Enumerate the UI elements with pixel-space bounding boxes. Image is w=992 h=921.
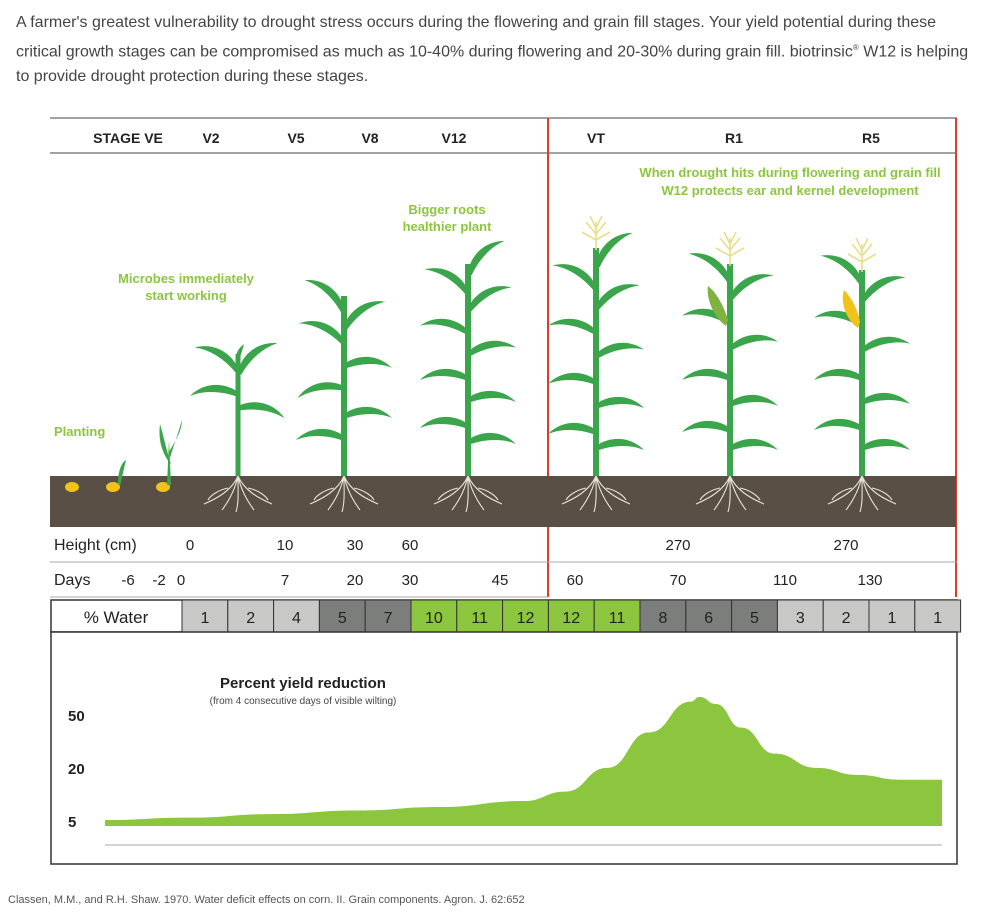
- days-value: 20: [347, 572, 364, 589]
- days-value: 110: [773, 572, 797, 589]
- intro-tail: W12 is helping to provide drought protec…: [16, 43, 969, 86]
- stage-label: V2: [202, 130, 219, 146]
- roots-note-line1: Bigger roots: [408, 202, 485, 217]
- microbes-note-line2: start working: [145, 288, 227, 303]
- water-box: [593, 599, 641, 633]
- stage-labels: STAGE VE V2 V5 V8 V12 VT R1 R5: [93, 130, 880, 146]
- days-value: 60: [567, 572, 584, 589]
- water-box: [914, 599, 962, 633]
- y-tick-label: 20: [68, 761, 85, 778]
- height-value: 60: [402, 537, 419, 554]
- drought-note-line1: When drought hits during flowering and g…: [639, 165, 940, 180]
- r5-plant-icon: [813, 237, 911, 513]
- planting-note: Planting: [54, 424, 105, 439]
- stage-label: STAGE VE: [93, 130, 163, 146]
- stage-label: VT: [587, 130, 605, 146]
- chart-title: Percent yield reduction: [220, 675, 386, 692]
- yield-reduction-area: [105, 696, 942, 826]
- stage-label: R5: [862, 130, 880, 146]
- ve-seedling-icon: [159, 420, 182, 485]
- seed-icon: [65, 482, 79, 492]
- water-box: [685, 599, 733, 633]
- water-label: % Water: [84, 608, 149, 627]
- sprout-icon: [118, 460, 126, 486]
- v2-plant-icon: [190, 334, 287, 513]
- water-box: [181, 599, 229, 633]
- days-value: -2: [152, 572, 165, 589]
- r1-plant-icon: [681, 231, 779, 513]
- days-value: 70: [670, 572, 687, 589]
- height-label: Height (cm): [54, 537, 137, 554]
- water-box: [639, 599, 687, 633]
- height-values: 0 10 30 60 270 270: [186, 537, 859, 554]
- water-value: 12: [517, 610, 535, 627]
- microbes-note-line1: Microbes immediately: [118, 271, 255, 286]
- water-value: 8: [658, 610, 667, 627]
- v12-plant-icon: [419, 233, 517, 513]
- germinating-seed-icon: [106, 482, 120, 492]
- water-value: 1: [200, 610, 209, 627]
- stage-label: V12: [442, 130, 467, 146]
- water-value: 5: [750, 610, 759, 627]
- y-axis-ticks: 50 20 5: [68, 708, 85, 831]
- water-value: 6: [704, 610, 713, 627]
- water-value: 5: [338, 610, 347, 627]
- water-value: 7: [384, 610, 393, 627]
- days-value: 130: [857, 572, 882, 589]
- stage-label: V8: [361, 130, 378, 146]
- days-label: Days: [54, 572, 90, 589]
- soil-band: [50, 476, 956, 527]
- water-box: [410, 599, 458, 633]
- citation-footer: Classen, M.M., and R.H. Shaw. 1970. Wate…: [8, 894, 525, 906]
- water-value: 1: [933, 610, 942, 627]
- days-value: 7: [281, 572, 289, 589]
- water-value: 11: [609, 610, 626, 627]
- water-box: [822, 599, 870, 633]
- water-value: 2: [842, 610, 851, 627]
- stage-label: V5: [287, 130, 304, 146]
- height-value: 30: [347, 537, 364, 554]
- y-tick-label: 50: [68, 708, 85, 725]
- roots-note-line2: healthier plant: [403, 219, 493, 234]
- days-values: -6 -2 0 7 20 30 45 60 70 110 130: [121, 572, 882, 589]
- water-value: 2: [246, 610, 255, 627]
- water-value: 10: [425, 610, 443, 627]
- water-value: 11: [471, 610, 488, 627]
- chart-subtitle: (from 4 consecutive days of visible wilt…: [210, 696, 397, 707]
- yield-chart-frame: [50, 631, 958, 865]
- days-value: -6: [121, 572, 134, 589]
- days-value: 30: [402, 572, 419, 589]
- water-value: 12: [562, 610, 580, 627]
- y-tick-label: 5: [68, 814, 76, 831]
- days-value: 45: [492, 572, 509, 589]
- height-value: 270: [833, 537, 858, 554]
- v5-plant-icon: [295, 271, 392, 513]
- intro-paragraph: A farmer's greatest vulnerability to dro…: [16, 10, 976, 89]
- water-boxes: 1 2 4 5 7 10 11 12 12 11 8 6 5 3 2 1 1: [181, 599, 962, 633]
- registered-mark: ®: [852, 43, 859, 52]
- water-value: 1: [887, 610, 896, 627]
- height-value: 0: [186, 537, 194, 554]
- days-value: 0: [177, 572, 185, 589]
- height-value: 270: [665, 537, 690, 554]
- r1-ear-icon: [707, 286, 728, 326]
- height-value: 10: [277, 537, 294, 554]
- water-box: [456, 599, 504, 633]
- drought-note-line2: W12 protects ear and kernel development: [661, 183, 919, 198]
- vt-plant-icon: [547, 215, 645, 513]
- intro-text: A farmer's greatest vulnerability to dro…: [16, 14, 937, 61]
- water-value: 4: [292, 610, 301, 627]
- water-box: [227, 599, 275, 633]
- stage-label: R1: [725, 130, 743, 146]
- water-box: [318, 599, 366, 633]
- r5-ear-icon: [842, 290, 860, 328]
- water-box: [273, 599, 320, 633]
- water-value: 3: [796, 610, 805, 627]
- seed-icon-2: [156, 482, 170, 492]
